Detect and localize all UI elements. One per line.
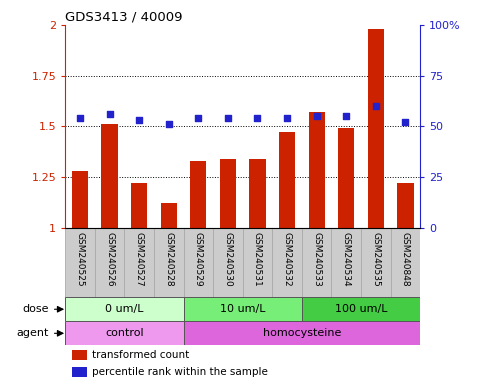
Bar <box>154 228 184 297</box>
Bar <box>184 321 420 345</box>
Text: GSM240529: GSM240529 <box>194 232 203 287</box>
Bar <box>331 228 361 297</box>
Text: homocysteine: homocysteine <box>263 328 341 338</box>
Bar <box>65 321 184 345</box>
Bar <box>72 367 86 377</box>
Bar <box>368 29 384 228</box>
Point <box>195 115 202 121</box>
Bar <box>65 297 184 321</box>
Text: 10 um/L: 10 um/L <box>220 304 266 314</box>
Point <box>254 115 261 121</box>
Text: GSM240534: GSM240534 <box>342 232 351 287</box>
Bar <box>72 171 88 228</box>
Text: percentile rank within the sample: percentile rank within the sample <box>92 367 268 377</box>
Bar <box>184 228 213 297</box>
Bar <box>161 203 177 228</box>
Bar <box>190 161 206 228</box>
Point <box>372 103 380 109</box>
Bar <box>242 228 272 297</box>
Bar <box>101 124 118 228</box>
Text: GDS3413 / 40009: GDS3413 / 40009 <box>65 11 183 24</box>
Point <box>342 113 350 119</box>
Point <box>106 111 114 117</box>
Bar <box>95 228 125 297</box>
Bar <box>309 112 325 228</box>
Text: GSM240533: GSM240533 <box>312 232 321 287</box>
Bar <box>184 297 302 321</box>
Bar <box>213 228 242 297</box>
Point <box>165 121 172 127</box>
Bar <box>272 228 302 297</box>
Point <box>224 115 232 121</box>
Text: agent: agent <box>17 328 49 338</box>
Bar <box>220 159 236 228</box>
Bar <box>302 228 331 297</box>
Text: transformed count: transformed count <box>92 350 189 360</box>
Point <box>401 119 409 125</box>
Bar <box>391 228 420 297</box>
Text: GSM240530: GSM240530 <box>224 232 232 287</box>
Text: GSM240528: GSM240528 <box>164 232 173 287</box>
Bar <box>125 228 154 297</box>
Text: GSM240527: GSM240527 <box>135 232 143 287</box>
Bar <box>131 183 147 228</box>
Bar <box>72 349 86 360</box>
Bar <box>249 159 266 228</box>
Bar <box>338 128 355 228</box>
Bar <box>398 183 413 228</box>
Point <box>76 115 84 121</box>
Text: GSM240532: GSM240532 <box>283 232 292 287</box>
Bar <box>279 132 295 228</box>
Text: dose: dose <box>23 304 49 314</box>
Text: 0 um/L: 0 um/L <box>105 304 143 314</box>
Text: control: control <box>105 328 143 338</box>
Text: GSM240848: GSM240848 <box>401 232 410 287</box>
Bar <box>361 228 391 297</box>
Text: GSM240525: GSM240525 <box>75 232 85 287</box>
Point <box>283 115 291 121</box>
Text: GSM240531: GSM240531 <box>253 232 262 287</box>
Bar <box>65 228 95 297</box>
Point <box>135 117 143 123</box>
Text: GSM240526: GSM240526 <box>105 232 114 287</box>
Bar <box>302 297 420 321</box>
Text: 100 um/L: 100 um/L <box>335 304 387 314</box>
Text: GSM240535: GSM240535 <box>371 232 380 287</box>
Point <box>313 113 321 119</box>
